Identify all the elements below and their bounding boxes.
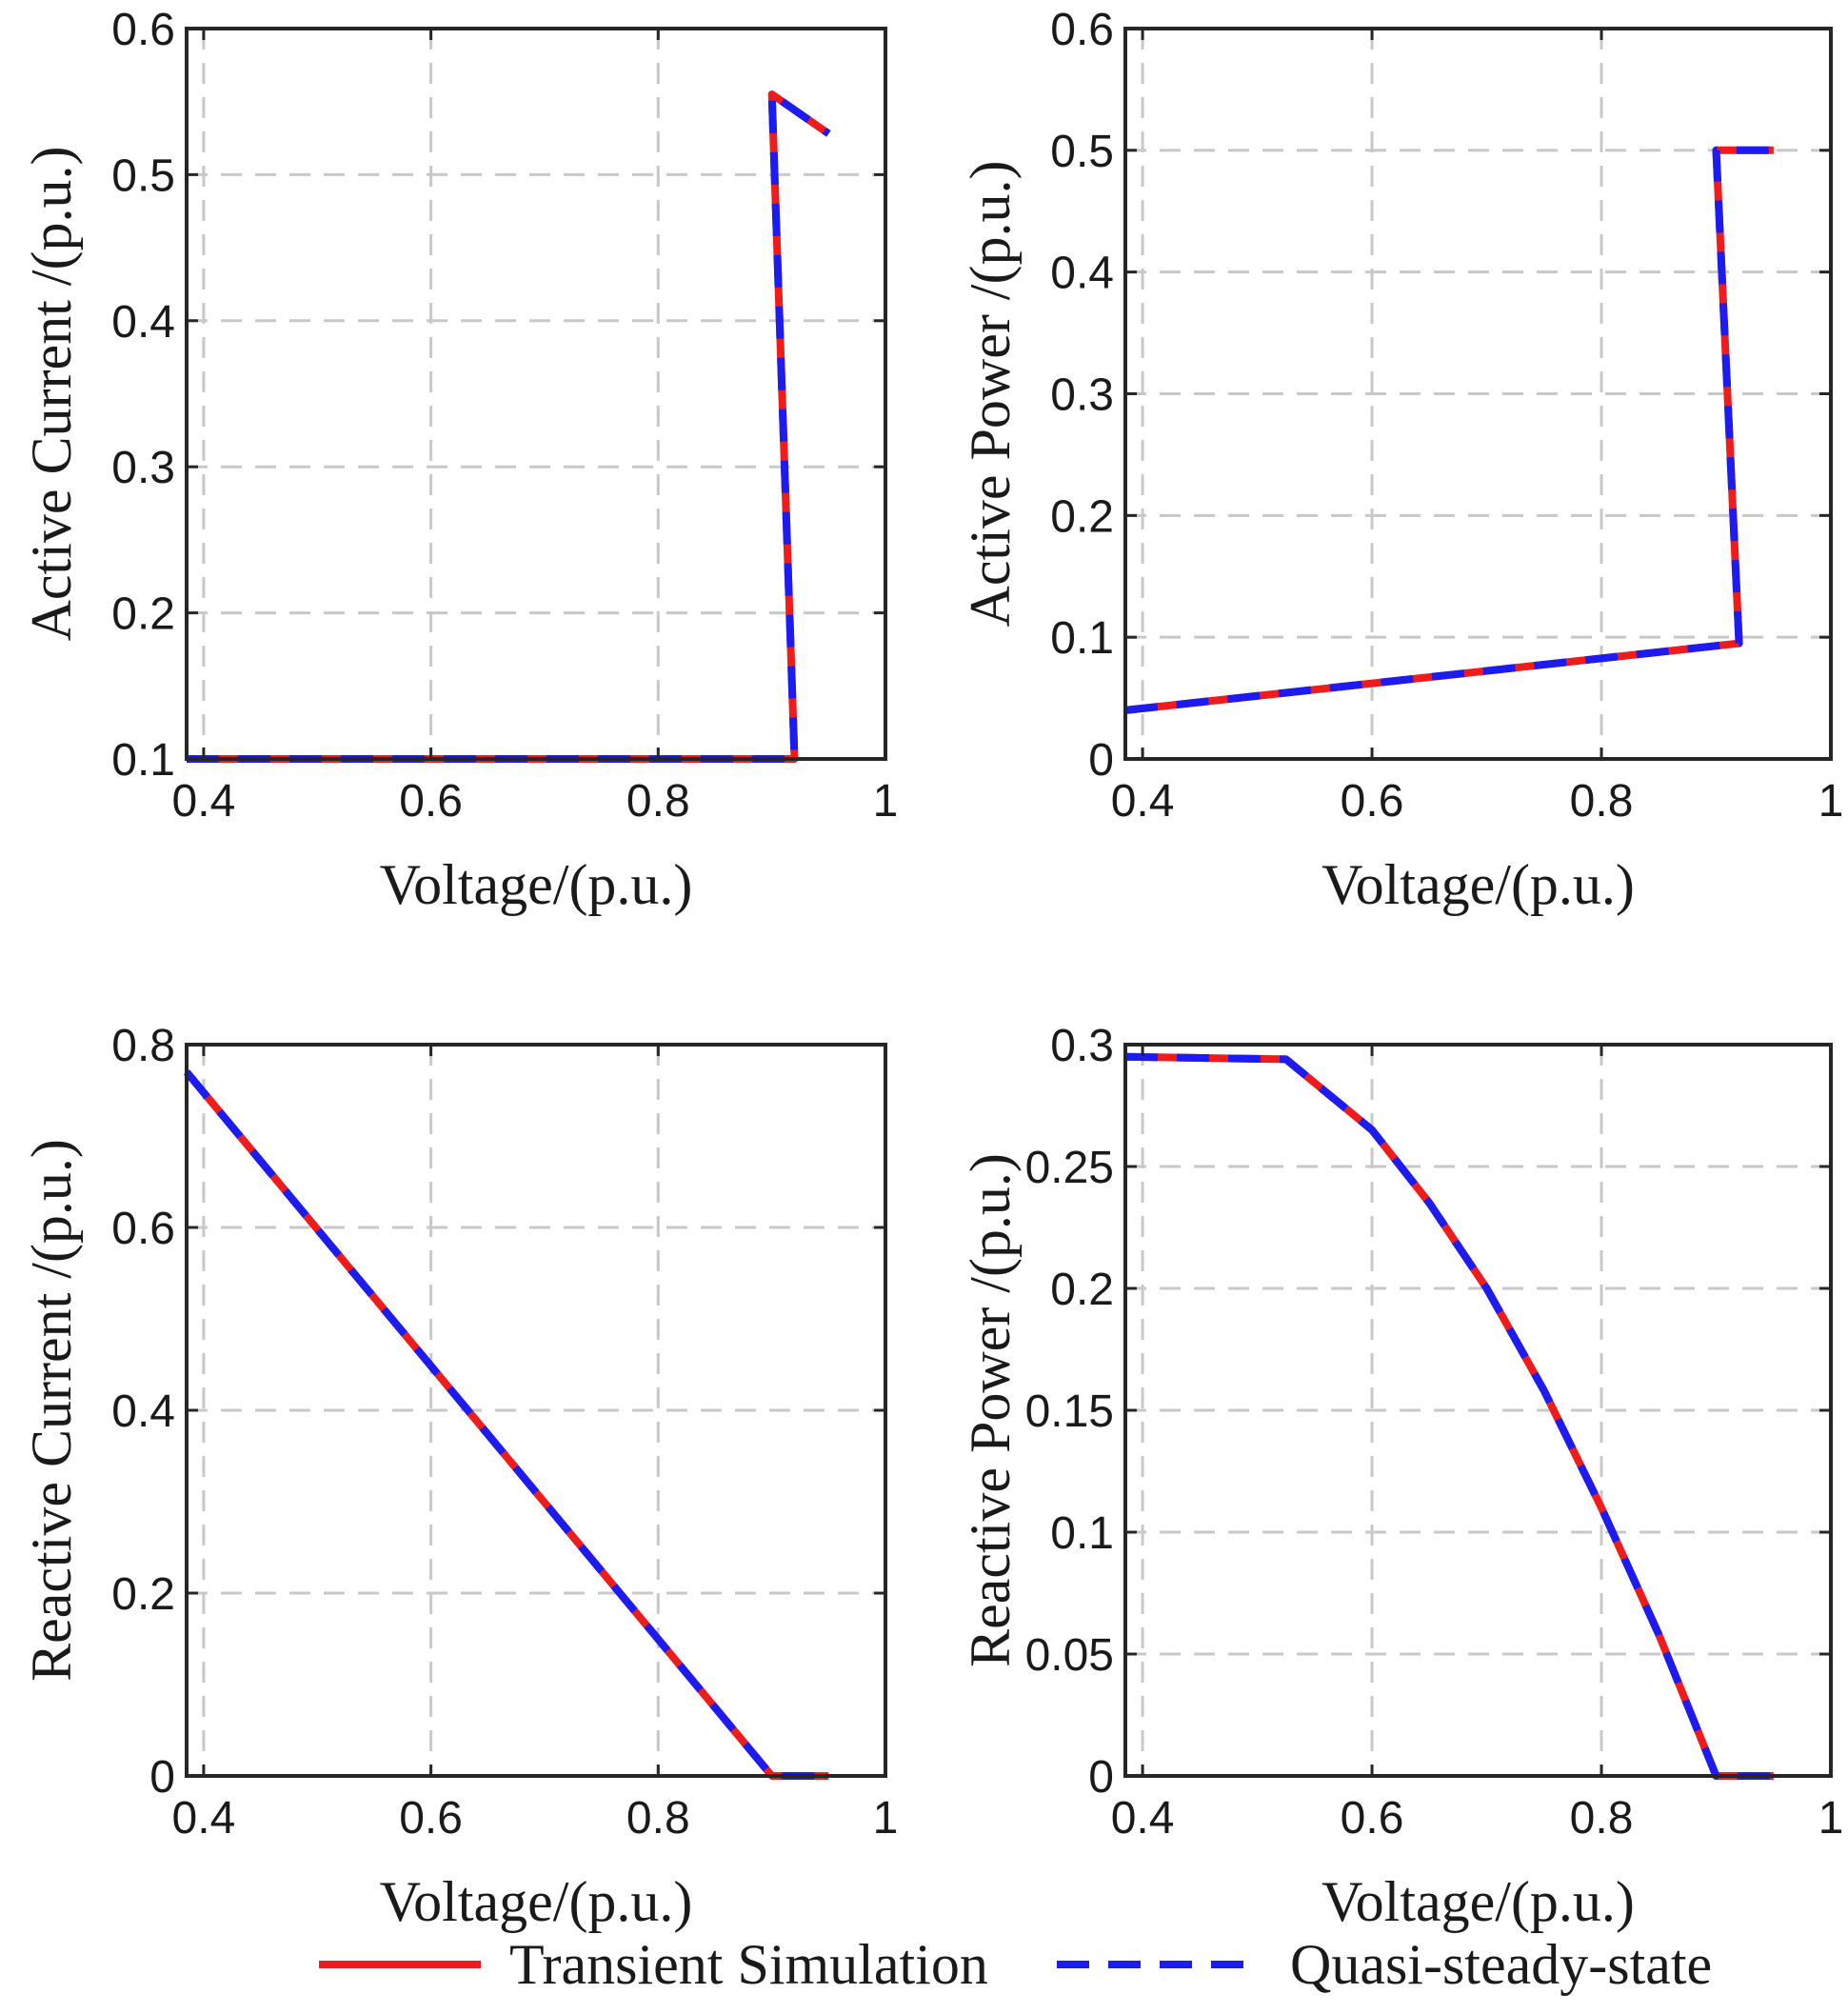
active-current-xtick-label-2: 0.8 (626, 776, 690, 827)
active-current-ytick-label-2: 0.3 (111, 443, 175, 493)
reactive-power-xtick-label-2: 0.8 (1570, 1793, 1634, 1844)
active-power-xtick-label-3: 1 (1818, 776, 1844, 827)
active-power-xlabel: Voltage/(p.u.) (1321, 853, 1635, 916)
legend-label-quasi: Quasi-steady-state (1290, 1933, 1712, 1996)
reactive-power-ytick-label-5: 0.25 (1025, 1143, 1114, 1193)
chart-reactive-power: 0.4 0.6 0.8 1 0 0.05 0.1 0.15 0.2 0.25 0.3 Voltage/… (959, 1021, 1843, 1933)
active-power-xtick-label-1: 0.6 (1341, 776, 1404, 827)
active-current-ytick-label-5: 0.6 (111, 5, 175, 55)
reactive-power-ytick-label-0: 0 (1088, 1752, 1114, 1803)
active-current-ytick-label-3: 0.4 (111, 297, 175, 348)
reactive-power-xtick-label-1: 0.6 (1341, 1793, 1404, 1844)
active-current-xlabel: Voltage/(p.u.) (380, 853, 693, 916)
active-power-xtick-label-2: 0.8 (1570, 776, 1634, 827)
active-power-ytick-label-6: 0.6 (1050, 5, 1114, 55)
chart-reactive-current: 0.4 0.6 0.8 1 0 0.2 0.4 0.6 0.8 Voltage/(p.u.) Rea… (20, 1021, 898, 1933)
active-power-ytick-label-0: 0 (1088, 735, 1114, 786)
reactive-current-xtick-label-2: 0.8 (626, 1793, 690, 1844)
active-current-ytick-label-4: 0.5 (111, 150, 175, 201)
active-power-series-quasi-steady-state (1124, 146, 1774, 714)
active-power-ylabel: Active Power /(p.u.) (959, 161, 1022, 628)
reactive-current-ytick-label-3: 0.6 (111, 1204, 175, 1254)
active-current-xtick-label-1: 0.6 (399, 776, 463, 827)
reactive-current-ytick-label-0: 0 (149, 1752, 175, 1803)
panels: 0.4 0.6 0.8 1 0.1 0.2 0.3 0.4 0.5 0.6 Voltage/(p.u… (20, 5, 1843, 1933)
active-power-ytick-label-1: 0.1 (1050, 613, 1114, 664)
active-power-ytick-label-4: 0.4 (1050, 249, 1114, 299)
reactive-power-xlabel: Voltage/(p.u.) (1321, 1870, 1635, 1933)
active-current-axes-box (185, 27, 887, 761)
active-current-xtick-label-0: 0.4 (172, 776, 236, 827)
legend: Transient Simulation Quasi-steady-state (319, 1933, 1712, 1996)
reactive-power-series-quasi-steady-state (1124, 1052, 1774, 1780)
reactive-power-ytick-label-4: 0.2 (1050, 1265, 1114, 1315)
chart-active-power: 0.4 0.6 0.8 1 0 0.1 0.2 0.3 0.4 0.5 0.6 Voltage/(p.… (959, 5, 1843, 916)
reactive-power-ytick-label-3: 0.15 (1025, 1386, 1114, 1437)
active-current-ylabel: Active Current /(p.u.) (20, 147, 83, 642)
reactive-current-xtick-label-1: 0.6 (399, 1793, 463, 1844)
active-current-plot-area (187, 29, 885, 759)
reactive-power-xtick-label-0: 0.4 (1111, 1793, 1175, 1844)
reactive-current-xtick-label-0: 0.4 (172, 1793, 236, 1844)
active-current-ytick-label-0: 0.1 (111, 735, 175, 786)
reactive-current-xtick-label-3: 1 (873, 1793, 899, 1844)
reactive-current-ytick-label-4: 0.8 (111, 1021, 175, 1071)
reactive-power-ytick-label-6: 0.3 (1050, 1021, 1114, 1071)
chart-active-current: 0.4 0.6 0.8 1 0.1 0.2 0.3 0.4 0.5 0.6 Voltage/(p.u… (20, 5, 898, 916)
reactive-current-ylabel: Reactive Current /(p.u.) (20, 1139, 83, 1682)
reactive-power-ytick-label-1: 0.05 (1025, 1630, 1114, 1681)
active-power-ytick-label-2: 0.2 (1050, 491, 1114, 542)
reactive-power-ytick-label-2: 0.1 (1050, 1508, 1114, 1559)
reactive-power-ylabel: Reactive Power /(p.u.) (959, 1153, 1022, 1667)
reactive-power-xtick-label-3: 1 (1818, 1793, 1844, 1844)
active-power-ytick-label-3: 0.3 (1050, 370, 1114, 421)
active-current-ytick-label-1: 0.2 (111, 589, 175, 640)
active-current-series-quasi-steady-state (187, 90, 831, 763)
reactive-current-ytick-label-2: 0.4 (111, 1386, 175, 1437)
reactive-current-ytick-label-1: 0.2 (111, 1569, 175, 1620)
active-power-xtick-label-0: 0.4 (1111, 776, 1175, 827)
reactive-current-xlabel: Voltage/(p.u.) (380, 1870, 693, 1933)
active-power-ytick-label-5: 0.5 (1050, 127, 1114, 177)
active-current-xtick-label-3: 1 (873, 776, 899, 827)
legend-label-transient: Transient Simulation (509, 1933, 988, 1996)
